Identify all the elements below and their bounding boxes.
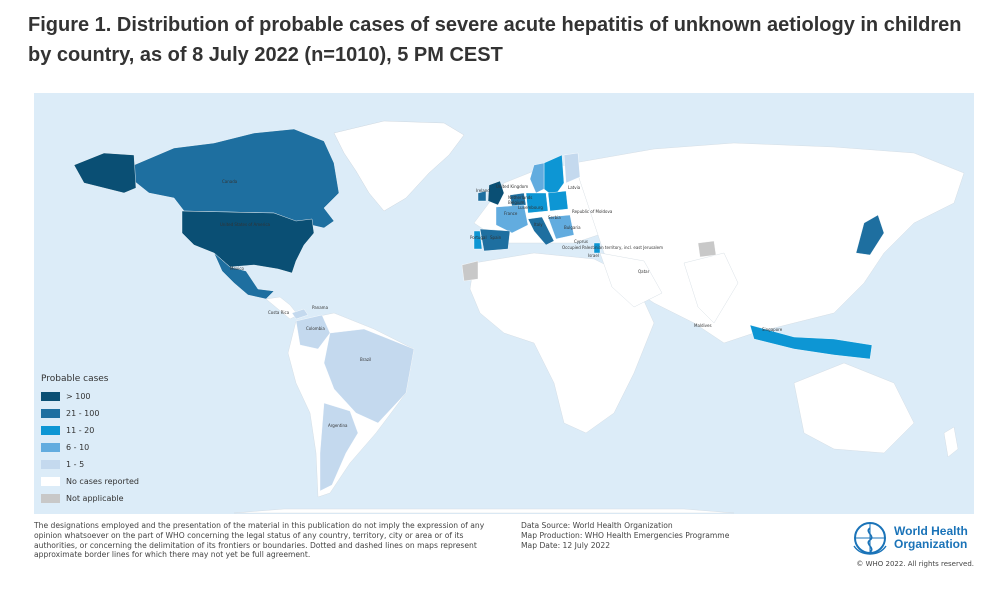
netherlands-belgium (509, 192, 527, 208)
france (495, 204, 529, 234)
antarctica (233, 508, 735, 514)
map-production: Map Production: WHO Health Emergencies P… (521, 530, 730, 540)
finland (563, 152, 581, 184)
japan (855, 214, 885, 256)
legend-title: Probable cases (41, 374, 109, 384)
world-map-svg: Canada United States of America Mexico P… (73, 120, 965, 514)
label-italy: Italy (534, 222, 543, 227)
legend-label: 6 - 10 (66, 443, 90, 452)
who-wordmark-line2: Organization (894, 537, 968, 551)
who-wordmark-line1: World Health (894, 524, 968, 538)
label-colombia: Colombia (306, 326, 325, 331)
germany-central (525, 192, 549, 214)
label-netherlands: Netherlands (508, 195, 532, 200)
label-argentina: Argentina (328, 423, 348, 428)
indonesia (749, 324, 873, 360)
brazil (323, 328, 415, 424)
india (683, 252, 739, 324)
label-maldives: Maldives (694, 323, 712, 328)
usa (181, 210, 315, 274)
portugal (473, 230, 483, 250)
label-moldova: Republic of Moldova (572, 209, 613, 214)
legend-swatch (41, 409, 60, 418)
copyright: © WHO 2022. All rights reserved. (856, 560, 974, 568)
label-usa: United States of America (220, 222, 271, 227)
panama (291, 308, 309, 320)
argentina (319, 402, 359, 492)
balkans (547, 214, 575, 240)
new-zealand (943, 426, 959, 458)
legend-swatch (41, 494, 60, 503)
legend-item: No cases reported (41, 473, 139, 490)
label-bulgaria: Bulgaria (564, 225, 581, 230)
canada (133, 128, 340, 229)
label-serbia: Serbia (548, 215, 561, 220)
label-canada: Canada (222, 179, 238, 184)
map-legend: Probable cases > 100 21 - 100 11 - 20 6 … (41, 374, 139, 507)
norway (529, 162, 545, 194)
label-belgium: Belgium (508, 200, 525, 205)
label-qatar: Qatar (638, 269, 650, 274)
legend-label: 1 - 5 (66, 460, 85, 469)
label-mexico: Mexico (230, 266, 245, 271)
label-ireland: Ireland (476, 188, 490, 193)
israel (593, 242, 601, 254)
who-emblem-icon (853, 522, 887, 555)
legend-label: No cases reported (66, 477, 139, 486)
australia (793, 362, 915, 454)
spain (479, 228, 511, 252)
legend-item: Not applicable (41, 490, 139, 507)
legend-item: 21 - 100 (41, 405, 139, 422)
label-portugal: Portugal (470, 235, 487, 240)
legend-label: > 100 (66, 392, 91, 401)
source-block: Data Source: World Health Organization M… (521, 521, 781, 550)
who-wordmark: World Health Organization (894, 525, 968, 551)
alaska (73, 152, 137, 194)
western-sahara (461, 260, 479, 282)
data-source: Data Source: World Health Organization (521, 521, 673, 530)
legend-swatch (41, 426, 60, 435)
world-map: Canada United States of America Mexico P… (34, 93, 974, 514)
label-spain: Spain (490, 235, 502, 240)
greenland (333, 120, 465, 212)
legend-label: 11 - 20 (66, 426, 95, 435)
arabian-peninsula (599, 252, 663, 308)
legend-item: 6 - 10 (41, 439, 139, 456)
label-palestine: Occupied Palestinian territory, incl. ea… (562, 245, 663, 250)
central-america (265, 296, 299, 320)
disclaimer-text: The designations employed and the presen… (34, 521, 485, 560)
label-panama: Panama (312, 305, 329, 310)
label-luxembourg: Luxembourg (518, 205, 543, 210)
ireland (477, 190, 487, 202)
legend-swatch (41, 460, 60, 469)
uk (487, 180, 505, 206)
legend-item: > 100 (41, 388, 139, 405)
label-singapore: Singapore (762, 327, 783, 332)
legend-label: 21 - 100 (66, 409, 100, 418)
label-costa-rica: Costa Rica (268, 310, 290, 315)
label-france: France (504, 211, 518, 216)
legend-item: 1 - 5 (41, 456, 139, 473)
colombia (295, 314, 331, 350)
mexico (213, 252, 275, 300)
italy (527, 216, 555, 246)
label-latvia: Latvia (568, 185, 581, 190)
legend-label: Not applicable (66, 494, 124, 503)
legend-swatch (41, 443, 60, 452)
map-date: Map Date: 12 July 2022 (521, 540, 611, 550)
kashmir (697, 240, 717, 258)
figure-title: Figure 1. Distribution of probable cases… (28, 14, 962, 66)
label-uk: United Kingdom (496, 184, 528, 189)
legend-swatch (41, 392, 60, 401)
label-cyprus: Cyprus (574, 239, 588, 244)
legend-swatch (41, 477, 60, 486)
poland (547, 190, 569, 212)
label-israel: Israel (588, 253, 599, 258)
label-brazil: Brazil (360, 357, 371, 362)
who-logo: World Health Organization (850, 520, 974, 556)
legend-item: 11 - 20 (41, 422, 139, 439)
